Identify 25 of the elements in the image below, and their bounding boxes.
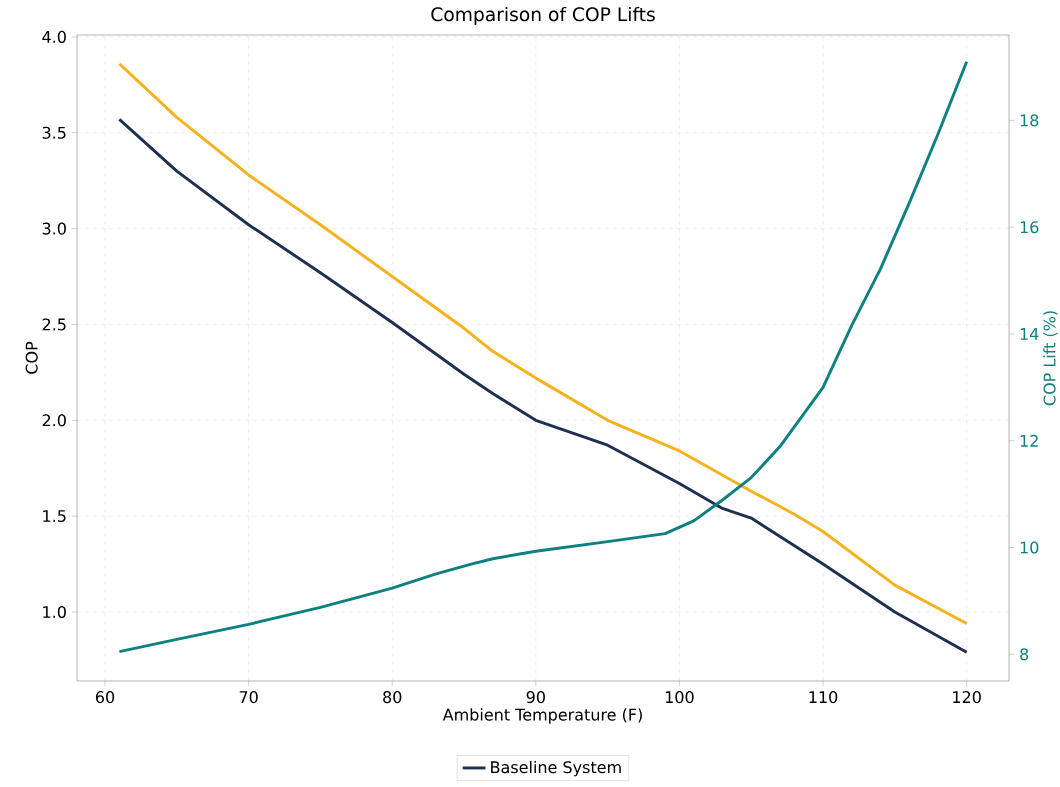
y2-tick-label: 8 (1020, 648, 1029, 661)
y-tick-label: 1.5 (43, 510, 66, 523)
x-tick-label: 60 (95, 691, 115, 704)
x-tick-label: 120 (953, 691, 981, 704)
y-tick-label: 2.5 (42, 318, 66, 331)
x-tick-label: 70 (239, 691, 258, 704)
y2-tick-label: 10 (1020, 541, 1039, 554)
x-tick-label: 100 (665, 691, 694, 704)
x-tick-label: 80 (383, 691, 402, 704)
chart-title: Comparison of COP Lifts (431, 6, 655, 25)
y2-tick-label: 18 (1020, 114, 1039, 127)
y-tick-label: 1.0 (43, 605, 66, 619)
y-tick-label: 4.0 (42, 30, 66, 43)
legend-label: Baseline System (491, 760, 621, 777)
y2-axis-title: COP Lift (%) (1043, 311, 1058, 406)
x-tick-label: 90 (526, 691, 545, 704)
y2-tick-label: 16 (1020, 221, 1039, 234)
x-axis-title: Ambient Temperature (F) (442, 708, 642, 724)
y2-tick-label: 12 (1020, 434, 1038, 447)
x-tick-label: 110 (809, 691, 838, 704)
y-tick-label: 2.0 (42, 414, 66, 427)
y-axis-title: COP (25, 341, 38, 374)
y2-tick-label: 14 (1020, 328, 1039, 340)
y-tick-label: 3.5 (42, 126, 66, 139)
y-tick-label: 3.0 (42, 222, 66, 235)
